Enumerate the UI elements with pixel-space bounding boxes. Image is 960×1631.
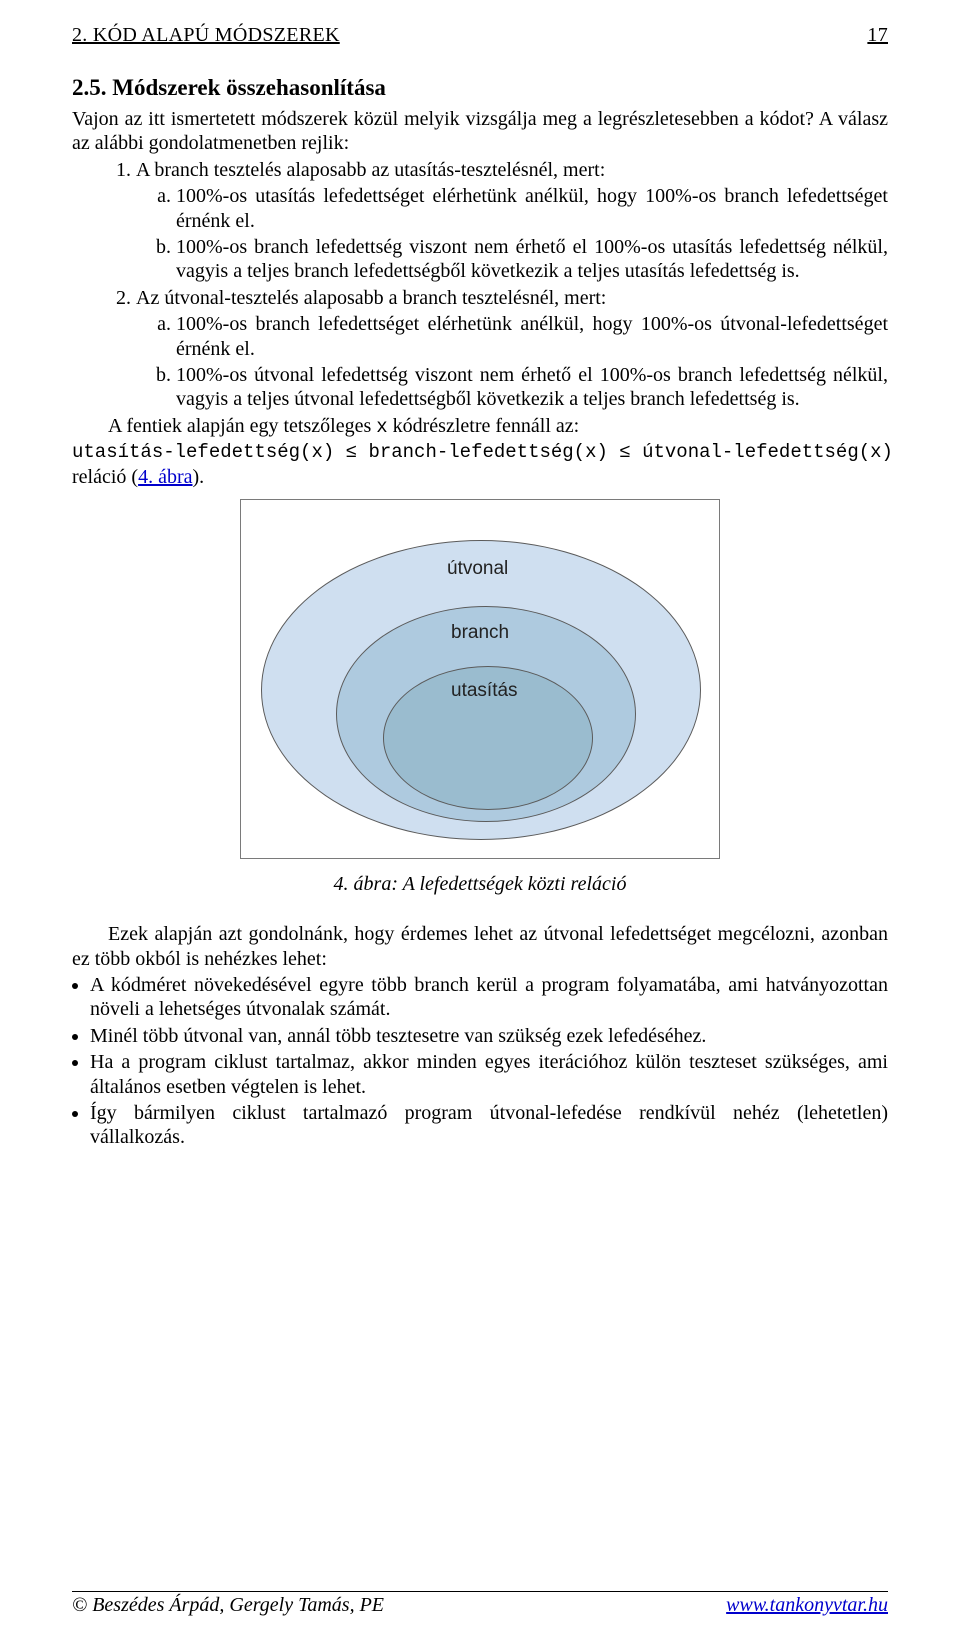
- footer-right: www.tankonyvtar.hu: [726, 1594, 888, 1617]
- venn-label: útvonal: [447, 558, 508, 580]
- bullet-list: A kódméret növekedésével egyre több bran…: [72, 973, 888, 1150]
- numbered-list: A branch tesztelés alaposabb az utasítás…: [72, 158, 888, 412]
- chapter-label: 2. KÓD ALAPÚ MÓDSZEREK: [72, 24, 340, 47]
- figure-caption: 4. ábra: A lefedettségek közti reláció: [72, 873, 888, 896]
- list-item-2b: 100%-os útvonal lefedettség viszont nem …: [176, 363, 888, 412]
- bullet-3: Ha a program ciklust tartalmaz, akkor mi…: [90, 1050, 888, 1099]
- post-list-lead: A fentiek alapján egy tetszőleges: [108, 415, 376, 437]
- figure-box: útvonal branch utasítás: [240, 499, 720, 859]
- page-number: 17: [867, 24, 888, 47]
- post-list-var: x: [376, 416, 387, 438]
- list-item-1: A branch tesztelés alaposabb az utasítás…: [136, 158, 888, 284]
- venn-label: utasítás: [451, 680, 518, 702]
- list-item-2-text: Az útvonal-tesztelés alaposabb a branch …: [136, 287, 606, 309]
- footer-left: © Beszédes Árpád, Gergely Tamás, PE: [72, 1594, 384, 1617]
- list-item-1-text: A branch tesztelés alaposabb az utasítás…: [136, 159, 605, 181]
- list-item-2: Az útvonal-tesztelés alaposabb a branch …: [136, 286, 888, 412]
- relation-tail: reláció (4. ábra).: [72, 465, 888, 489]
- after-paragraph: Ezek alapján azt gondolnánk, hogy érdeme…: [72, 922, 888, 971]
- post-list-rest: kódrészletre fennáll az:: [388, 415, 580, 437]
- section-title: 2.5. Módszerek összehasonlítása: [72, 75, 888, 101]
- bullet-1: A kódméret növekedésével egyre több bran…: [90, 973, 888, 1022]
- bullet-4: Így bármilyen ciklust tartalmazó program…: [90, 1101, 888, 1150]
- alpha-list-1: 100%-os utasítás lefedettséget elérhetün…: [136, 184, 888, 284]
- post-list-sentence: A fentiek alapján egy tetszőleges x kódr…: [72, 414, 888, 439]
- figure-ref-link[interactable]: 4. ábra: [138, 466, 192, 488]
- running-head: 2. KÓD ALAPÚ MÓDSZEREK 17: [72, 24, 888, 47]
- relation-code: utasítás-lefedettség(x) ≤ branch-lefedet…: [72, 441, 888, 463]
- footer: © Beszédes Árpád, Gergely Tamás, PE www.…: [72, 1591, 888, 1617]
- alpha-list-2: 100%-os branch lefedettséget elérhetünk …: [136, 312, 888, 412]
- relation-tail-pre: reláció (: [72, 466, 138, 488]
- venn-label: branch: [451, 622, 509, 644]
- intro-paragraph: Vajon az itt ismertetett módszerek közül…: [72, 107, 888, 156]
- list-item-1a: 100%-os utasítás lefedettséget elérhetün…: [176, 184, 888, 233]
- bullet-2: Minél több útvonal van, annál több teszt…: [90, 1024, 888, 1048]
- list-item-1b: 100%-os branch lefedettség viszont nem é…: [176, 235, 888, 284]
- footer-link[interactable]: www.tankonyvtar.hu: [726, 1594, 888, 1616]
- relation-tail-post: ).: [193, 466, 205, 488]
- figure-wrap: útvonal branch utasítás: [72, 499, 888, 859]
- list-item-2a: 100%-os branch lefedettséget elérhetünk …: [176, 312, 888, 361]
